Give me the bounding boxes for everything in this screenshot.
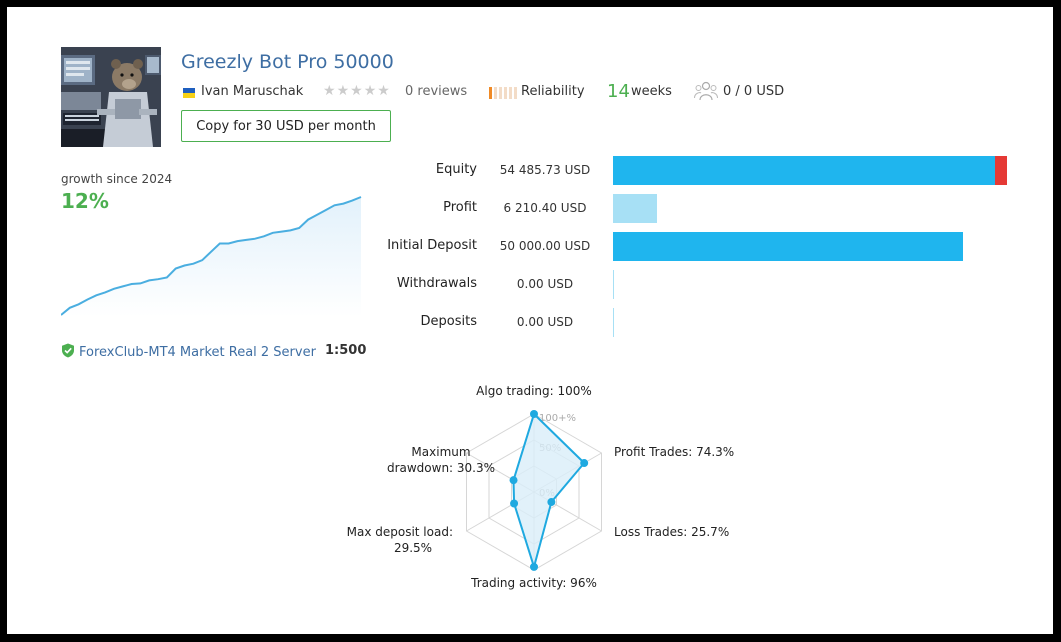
star-icon: ★ [377,83,391,99]
balance-bar[interactable] [613,194,657,223]
author-name[interactable]: Ivan Maruschak [201,84,304,99]
radar-point[interactable] [509,476,518,485]
server-name[interactable]: ForexClub-MT4 Market Real 2 Server [79,345,316,360]
radar-axis-label: Algo trading: 100% [476,384,592,398]
balance-label: Profit [443,200,477,215]
copy-subscribe-button[interactable]: Copy for 30 USD per month [181,110,391,142]
radar-axis-label: 29.5% [394,541,432,555]
growth-label: growth since 2024 [61,172,173,186]
rating-stars: ★★★★★ [323,83,391,99]
weeks-count: 14 [607,81,630,102]
subscribers-value: 0 / 0 USD [723,84,785,99]
weeks-label: weeks [631,84,672,99]
reliability-bar [489,87,492,99]
balance-bar[interactable] [613,308,614,337]
trading-radar-chart: 100+%50%0%Algo trading: 100%Profit Trade… [347,384,735,590]
radar-point[interactable] [580,459,589,468]
balance-value: 6 210.40 USD [503,201,587,215]
star-icon: ★ [336,83,351,99]
balance-bar[interactable] [613,232,964,261]
radar-scale-label: 100+% [539,413,576,424]
balance-bar[interactable] [613,156,995,185]
radar-axis-label: Maximum [411,445,470,459]
radar-point[interactable] [530,562,538,571]
shield-check-icon [62,343,74,358]
star-icon: ★ [350,83,364,99]
reliability-bar [499,87,502,99]
subscribers-icon [694,81,718,101]
balance-bar[interactable] [613,270,614,299]
leverage-value: 1:500 [325,343,367,358]
reviews-link[interactable]: 0 reviews [405,84,468,99]
signal-avatar[interactable] [61,47,161,147]
star-icon: ★ [363,83,378,99]
balance-label: Deposits [420,314,477,329]
reliability-bar [504,87,507,99]
server-row: ForexClub-MT4 Market Real 2 Server [61,343,316,360]
reliability-bar [514,87,517,99]
balance-label: Equity [435,162,477,177]
balance-bar-extra[interactable] [994,156,1007,185]
star-icon: ★ [323,83,337,99]
radar-point[interactable] [530,410,538,418]
radar-axis-label: Profit Trades: 74.3% [614,445,734,459]
balance-value: 50 000.00 USD [499,239,591,253]
radar-point[interactable] [510,499,519,508]
reliability-bars-icon [489,87,517,99]
radar-axis-label: Max deposit load: [347,525,453,539]
reliability-bar [509,87,512,99]
radar-axis-label: Trading activity: 96% [470,576,597,590]
balance-label: Withdrawals [396,276,477,291]
radar-axis-label: drawdown: 30.3% [387,461,495,475]
growth-area [61,197,361,317]
signal-title[interactable]: Greezly Bot Pro 50000 [181,51,394,73]
growth-value: 12% [61,189,109,213]
balance-value: 0.00 USD [516,277,574,291]
balance-label: Initial Deposit [387,238,477,253]
bear-trader-image [61,47,161,147]
reliability-label: Reliability [521,84,585,99]
radar-point[interactable] [547,498,556,507]
ukraine-flag-icon [183,88,195,98]
signal-card: Greezly Bot Pro 50000 Ivan Maruschak ★★★… [7,7,1053,634]
balance-value: 54 485.73 USD [499,163,591,177]
reliability-bar [494,87,497,99]
growth-line [61,196,362,316]
balance-value: 0.00 USD [516,315,574,329]
growth-sparkline[interactable] [61,193,363,317]
radar-axis-label: Loss Trades: 25.7% [614,525,729,539]
